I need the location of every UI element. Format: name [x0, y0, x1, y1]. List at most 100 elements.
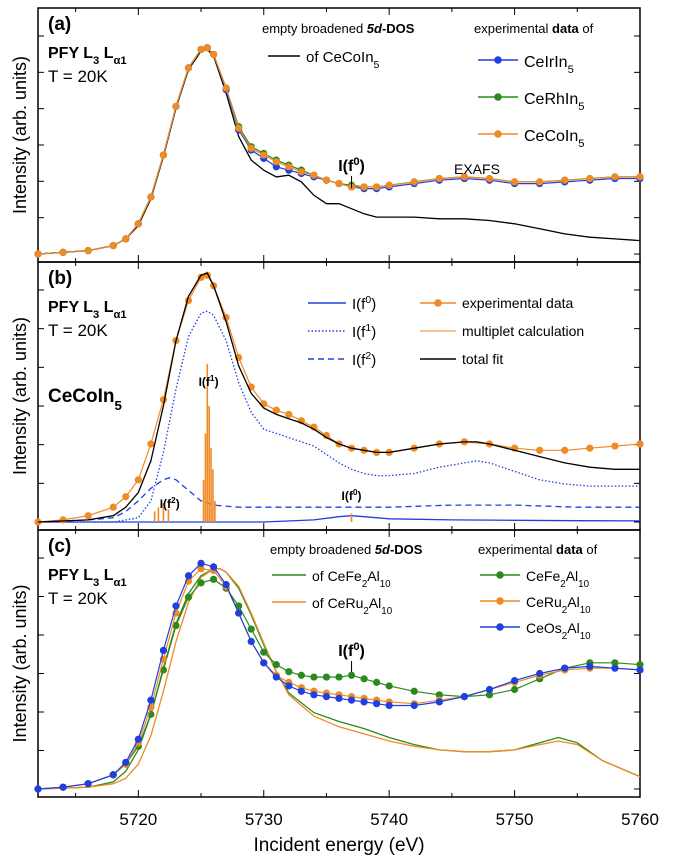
data-point: [360, 675, 368, 683]
legend-title-exp: experimental data of: [474, 21, 594, 36]
series-line: [38, 310, 640, 523]
data-point: [360, 183, 368, 191]
data-point: [122, 758, 130, 766]
legend-marker: [494, 56, 502, 64]
data-point: [322, 431, 331, 440]
legend-label: I(f1): [352, 322, 376, 341]
data-point: [197, 565, 205, 573]
data-point: [636, 440, 644, 448]
x-tick-label: 5740: [370, 810, 408, 829]
data-point: [636, 666, 644, 674]
legend-label: CeRhIn5: [524, 91, 584, 113]
series-line: [37, 48, 641, 255]
data-point: [203, 44, 211, 52]
data-point: [34, 250, 42, 258]
legend-marker: [494, 130, 502, 138]
legend-label: CeCoIn5: [524, 128, 584, 150]
data-point: [147, 440, 155, 448]
data-point: [297, 687, 305, 695]
data-point: [561, 446, 569, 454]
legend-marker: [434, 299, 442, 307]
data-point: [310, 673, 318, 681]
legend-label: of CeFe2Al10: [312, 568, 391, 590]
data-point: [109, 771, 117, 779]
data-point: [134, 220, 142, 228]
data-point: [109, 242, 117, 250]
legend-label: CeOs2Al10: [526, 620, 591, 642]
x-axis-label: Incident energy (eV): [253, 835, 424, 856]
y-axis-label: Intensity (arb. units): [10, 56, 30, 214]
legend-marker: [494, 93, 502, 101]
data-point: [247, 625, 255, 633]
measurement-label: PFY L3 Lα1: [48, 567, 127, 589]
data-point: [59, 516, 67, 524]
temperature-label: T = 20K: [48, 589, 108, 608]
legend-label: CeFe2Al10: [526, 568, 590, 590]
data-point: [197, 579, 205, 587]
data-point: [147, 696, 155, 704]
data-point: [310, 691, 318, 699]
panel-label: (a): [48, 14, 71, 35]
x-tick-label: 5750: [496, 810, 534, 829]
data-point: [184, 593, 193, 601]
data-point: [636, 173, 644, 181]
data-point: [84, 247, 92, 255]
legend-marker: [496, 571, 504, 579]
series-line: [37, 47, 640, 255]
legend-label: experimental data: [462, 295, 574, 311]
data-point: [611, 664, 619, 672]
data-point: [410, 687, 418, 695]
data-point: [636, 661, 644, 669]
data-point: [373, 700, 381, 708]
legend-label: multiplet calculation: [462, 323, 584, 339]
data-point: [460, 693, 469, 701]
data-point: [611, 173, 619, 181]
legend-marker: [496, 597, 504, 605]
legend-label: CeRu2Al10: [526, 594, 591, 616]
data-point: [536, 178, 544, 186]
data-point: [222, 581, 230, 589]
data-point: [109, 503, 117, 511]
data-point: [235, 124, 243, 132]
data-point: [322, 176, 331, 184]
data-point: [435, 691, 443, 699]
data-point: [335, 673, 343, 681]
data-point: [84, 512, 92, 520]
data-point: [510, 677, 519, 685]
data-point: [184, 572, 193, 580]
data-point: [184, 64, 193, 72]
data-point: [197, 45, 205, 54]
data-point: [285, 682, 293, 690]
series-line: [37, 272, 640, 523]
data-point: [122, 493, 130, 501]
series-line: [37, 477, 640, 523]
data-point: [209, 575, 218, 583]
data-point: [159, 396, 168, 404]
series-line: [37, 47, 640, 255]
data-point: [172, 102, 180, 111]
data-point: [410, 701, 418, 710]
measurement-label: PFY L3 Lα1: [48, 45, 127, 67]
data-point: [297, 168, 305, 176]
data-point: [410, 178, 418, 186]
data-point: [373, 678, 381, 686]
data-point: [322, 693, 331, 701]
data-point: [172, 621, 180, 630]
data-point: [586, 444, 594, 452]
data-point: [159, 151, 168, 159]
data-point: [272, 406, 280, 414]
data-point: [536, 669, 544, 678]
data-point: [347, 671, 356, 679]
data-point: [310, 171, 318, 179]
series-line: [37, 562, 641, 790]
legend-title-dos: empty broadened 5d-DOS: [270, 542, 423, 557]
temperature-label: T = 20K: [48, 321, 108, 340]
legend-marker: [496, 623, 504, 631]
panel-label: (c): [48, 536, 71, 557]
data-point: [235, 609, 243, 617]
data-point: [460, 173, 469, 181]
data-point: [134, 476, 142, 484]
data-point: [510, 685, 519, 694]
